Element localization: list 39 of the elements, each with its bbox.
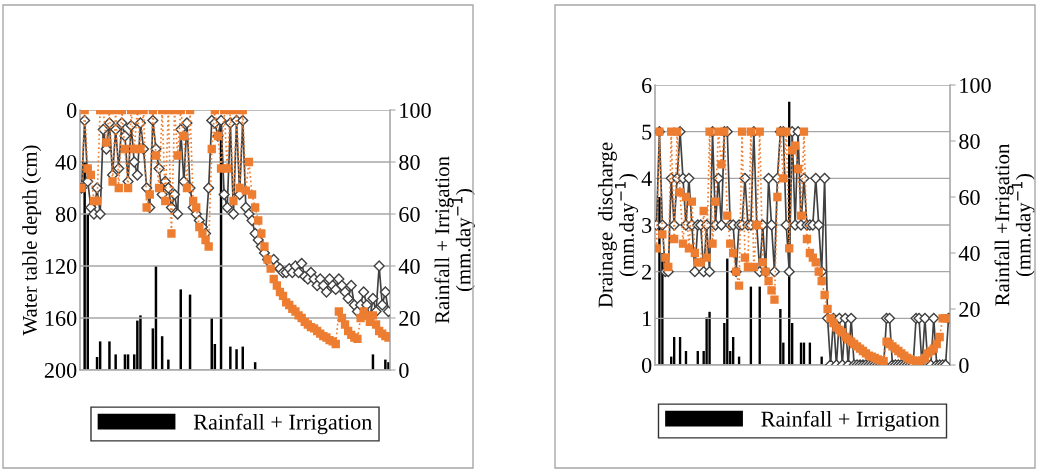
y2-tick-label: 0 — [399, 362, 409, 378]
y2-tick-label: 20 — [399, 310, 420, 326]
y2-tick-label: 40 — [398, 258, 420, 274]
y-tick-label: 200 — [44, 362, 77, 378]
bar — [779, 309, 782, 365]
y-tick-label: 0 — [66, 102, 77, 118]
bar — [229, 346, 232, 370]
y2-axis-title: Rainfall + Irrigation (mm.day$^{−1}$) — [434, 156, 475, 324]
y-tick-label: 3 — [642, 217, 652, 233]
y-axis-title: Drainage discharge (mm.day$^{−1}$) — [597, 142, 639, 308]
y2-tick-label: 40 — [958, 245, 980, 261]
y-tick-label: 2 — [642, 264, 651, 280]
y2-tick-label: 80 — [959, 133, 980, 149]
y2-tick-label: 100 — [400, 102, 431, 118]
y2-axis-title: Rainfall +Irrigation (mm.day$^{−1}$) — [994, 143, 1035, 306]
y2-tick-label: 0 — [959, 357, 969, 373]
bar — [708, 311, 711, 365]
y-tick-label: 160 — [45, 310, 77, 326]
y-tick-label: 5 — [642, 124, 652, 140]
bar — [235, 349, 238, 370]
y-tick-label: 80 — [55, 206, 77, 222]
bar — [114, 354, 117, 370]
y2-tick-label: 100 — [960, 77, 991, 93]
bar — [167, 359, 170, 370]
y2-tick-label: 60 — [959, 189, 980, 205]
bar — [139, 315, 142, 370]
y-tick-label: 40 — [55, 154, 77, 170]
legend-label: Rainfall + Irrigation — [193, 413, 373, 435]
y-tick-label: 4 — [641, 171, 652, 187]
y-tick-label: 1 — [643, 311, 651, 327]
y2-tick-label: 80 — [399, 154, 420, 170]
y-tick-label: 120 — [45, 258, 77, 274]
y2-tick-label: 60 — [399, 206, 420, 222]
y-axis-title: Water table depth (cm) — [22, 145, 42, 336]
legend-label: Rainfall + Irrigation — [761, 410, 940, 432]
y2-tick-label: 20 — [959, 301, 980, 317]
bar — [108, 341, 111, 370]
y-tick-label: 0 — [641, 357, 652, 373]
y-tick-label: 6 — [642, 77, 652, 93]
